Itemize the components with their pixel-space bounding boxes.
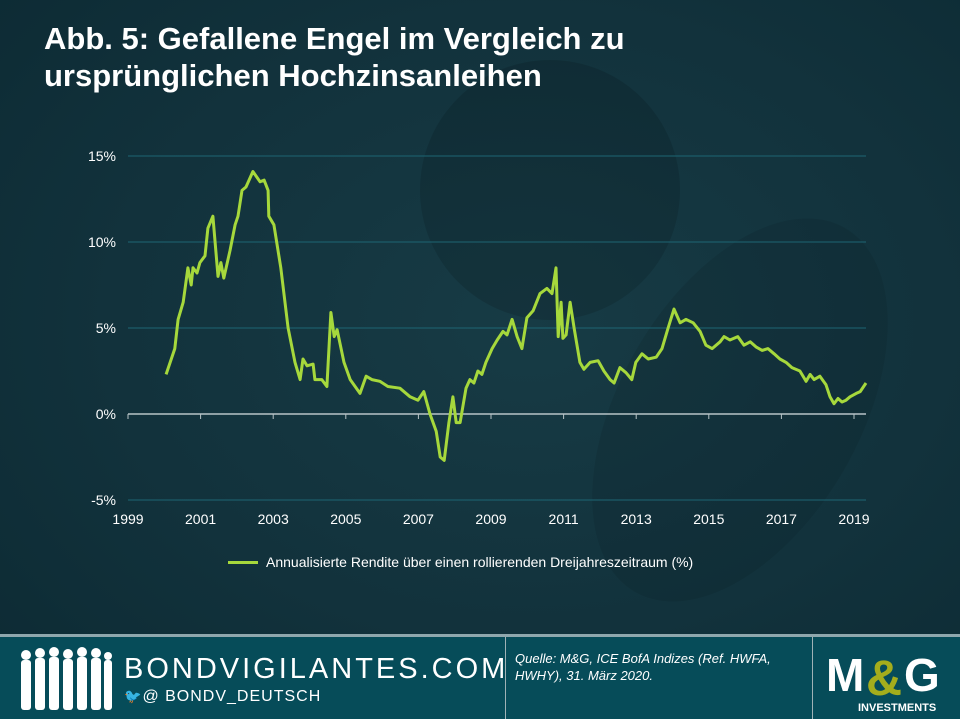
legend-swatch	[228, 560, 258, 564]
divider	[505, 637, 506, 719]
source-note: Quelle: M&G, ICE BofA Indizes (Ref. HWFA…	[515, 651, 771, 683]
site-link[interactable]: BONDVIGILANTES.COM	[124, 653, 509, 685]
x-tick-label: 2017	[766, 511, 797, 527]
series-line	[164, 170, 868, 462]
mg-logo: M & G INVESTMENTS	[822, 645, 952, 717]
svg-text:M: M	[826, 649, 862, 701]
y-tick-label: -5%	[91, 492, 116, 508]
twitter-handle[interactable]: 🐦@ BONDV_DEUTSCH	[124, 688, 322, 705]
y-tick-label: 15%	[88, 148, 116, 164]
divider	[812, 637, 813, 719]
y-tick-label: 10%	[88, 234, 116, 250]
svg-text:INVESTMENTS: INVESTMENTS	[858, 702, 936, 714]
chart-title: Abb. 5: Gefallene Engel im Vergleich zu …	[44, 21, 625, 93]
legend: Annualisierte Rendite über einen rollier…	[228, 554, 693, 570]
svg-text:&: &	[866, 650, 902, 706]
line-chart: 15% 10% 5% 0% -5% 1999 2001 2003 2005 2007 2009 20…	[88, 148, 869, 527]
x-tick-label: 2011	[549, 511, 579, 527]
x-tick-label: 2009	[475, 511, 506, 527]
watermark	[420, 60, 680, 320]
footer: BONDVIGILANTES.COM 🐦@ BONDV_DEUTSCH Quel…	[0, 634, 960, 719]
y-tick-label: 0%	[96, 406, 116, 422]
x-tick-label: 2013	[621, 511, 652, 527]
y-tick-label: 5%	[96, 320, 116, 336]
people-silhouette-icon	[21, 647, 112, 710]
x-tick-label: 2005	[330, 511, 361, 527]
x-tick-label: 2003	[258, 511, 289, 527]
legend-label: Annualisierte Rendite über einen rollier…	[266, 554, 694, 570]
x-tick-label: 1999	[112, 511, 143, 527]
twitter-icon: 🐦	[124, 688, 143, 704]
svg-text:G: G	[904, 649, 940, 701]
x-tick-label: 2015	[693, 511, 724, 527]
x-tick-label: 2019	[838, 511, 869, 527]
x-tick-label: 2007	[403, 511, 434, 527]
x-tick-label: 2001	[185, 511, 216, 527]
